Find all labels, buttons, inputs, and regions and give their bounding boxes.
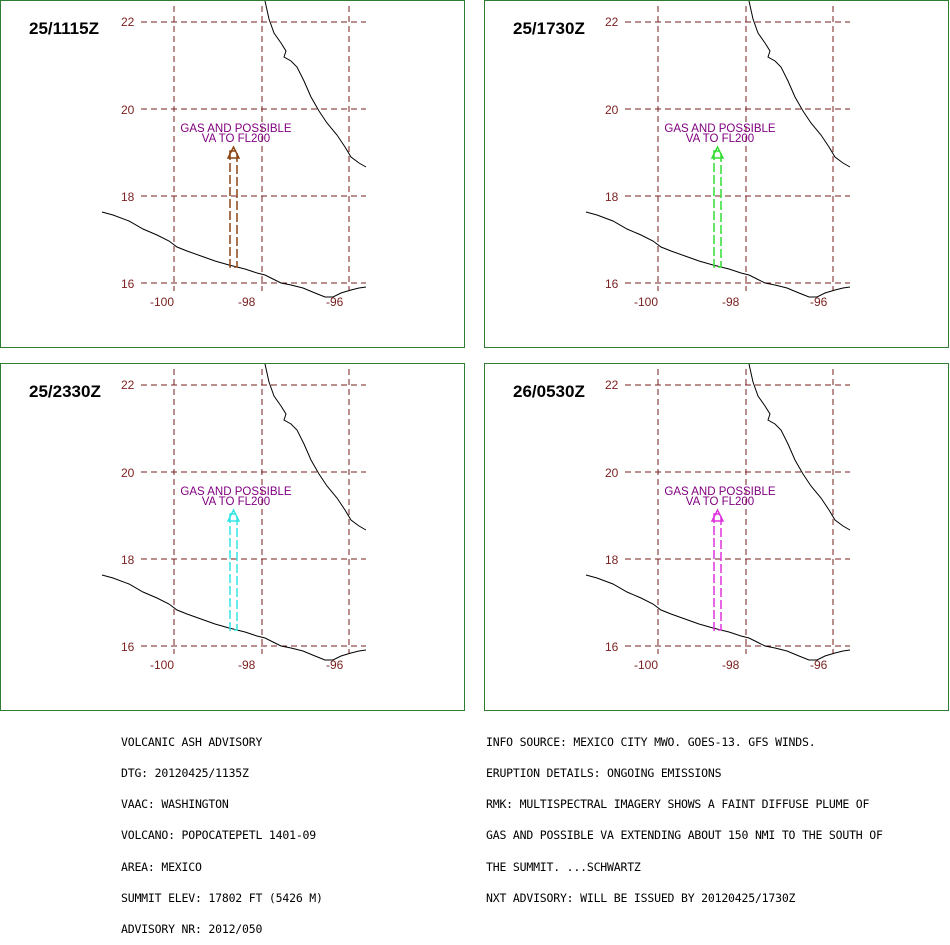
pacific-coastline	[585, 211, 851, 298]
volcano-triangle-icon	[710, 145, 725, 159]
latitude-tick-label: 18	[121, 190, 135, 204]
longitude-tick-label: -96	[326, 295, 344, 309]
pacific-coastline	[585, 574, 851, 661]
advisory-line: ADVISORY NR: 2012/050	[121, 922, 263, 937]
latitude-tick-label: 22	[121, 378, 135, 392]
gulf-coastline	[264, 1, 367, 168]
map-panel: 22 20 18 16 -100 -98 -96 GAS AND POSSIBLE VA TO …	[484, 0, 949, 348]
latitude-tick-label: 20	[121, 103, 135, 117]
latitude-tick-label: 22	[605, 15, 619, 29]
advisory-line: THE SUMMIT. ...SCHWARTZ	[486, 859, 641, 874]
longitude-tick-label: -100	[150, 295, 174, 309]
pacific-coastline	[101, 211, 367, 298]
gulf-coastline	[748, 1, 851, 168]
advisory-header-block: VOLCANIC ASH ADVISORY DTG: 20120425/1135…	[121, 716, 323, 945]
panel-time-label: 26/0530Z	[513, 382, 585, 401]
plume-annotation-line: GAS AND POSSIBLE	[180, 486, 292, 498]
plume-annotation-line: GAS AND POSSIBLE	[664, 486, 776, 498]
longitude-tick-label: -96	[810, 295, 828, 309]
ash-plume-outline	[229, 513, 238, 631]
longitude-tick-label: -100	[634, 658, 658, 672]
gulf-coastline	[264, 364, 367, 531]
volcano-triangle-icon	[710, 508, 725, 522]
plume-annotation-line: GAS AND POSSIBLE	[664, 123, 776, 135]
advisory-line: NXT ADVISORY: WILL BE ISSUED BY 20120425…	[486, 890, 796, 905]
longitude-tick-label: -100	[634, 295, 658, 309]
pacific-coastline	[101, 574, 367, 661]
plume-annotation-line: VA TO FL200	[202, 496, 270, 508]
latitude-tick-label: 20	[121, 466, 135, 480]
latitude-tick-label: 16	[605, 640, 619, 654]
latitude-tick-label: 18	[605, 553, 619, 567]
longitude-tick-label: -98	[722, 658, 740, 672]
panel-time-label: 25/2330Z	[29, 382, 101, 401]
longitude-tick-label: -96	[326, 658, 344, 672]
volcano-triangle-icon	[226, 508, 241, 522]
advisory-line: VOLCANO: POPOCATEPETL 1401-09	[121, 828, 316, 843]
latitude-tick-label: 18	[605, 190, 619, 204]
advisory-line: RMK: MULTISPECTRAL IMAGERY SHOWS A FAINT…	[486, 797, 870, 812]
advisory-line: SUMMIT ELEV: 17802 FT (5426 M)	[121, 890, 323, 905]
advisory-line: ERUPTION DETAILS: ONGOING EMISSIONS	[486, 766, 722, 781]
latitude-tick-label: 18	[121, 553, 135, 567]
plume-annotation-line: VA TO FL200	[202, 133, 270, 145]
advisory-details-block: INFO SOURCE: MEXICO CITY MWO. GOES-13. G…	[486, 716, 883, 914]
longitude-tick-label: -98	[722, 295, 740, 309]
advisory-line: VAAC: WASHINGTON	[121, 797, 229, 812]
latitude-tick-label: 20	[605, 103, 619, 117]
latitude-tick-label: 20	[605, 466, 619, 480]
gulf-coastline	[748, 364, 851, 531]
map-panel: 22 20 18 16 -100 -98 -96 GAS AND POSSIBLE VA TO …	[0, 363, 465, 711]
ash-plume-outline	[713, 513, 722, 631]
advisory-line: DTG: 20120425/1135Z	[121, 766, 249, 781]
plume-annotation-line: VA TO FL200	[686, 133, 754, 145]
panel-time-label: 25/1115Z	[29, 19, 99, 38]
ash-plume-outline	[713, 150, 722, 268]
plume-annotation-line: GAS AND POSSIBLE	[180, 123, 292, 135]
latitude-tick-label: 22	[605, 378, 619, 392]
advisory-line: VOLCANIC ASH ADVISORY	[121, 734, 263, 749]
advisory-line: GAS AND POSSIBLE VA EXTENDING ABOUT 150 …	[486, 828, 883, 843]
volcano-triangle-icon	[226, 145, 241, 159]
longitude-tick-label: -98	[238, 295, 256, 309]
ash-plume-outline	[229, 150, 238, 268]
map-panel: 22 20 18 16 -100 -98 -96 GAS AND POSSIBLE VA TO …	[484, 363, 949, 711]
longitude-tick-label: -100	[150, 658, 174, 672]
map-panel: 22 20 18 16 -100 -98 -96 GAS AND POSSIBLE VA TO …	[0, 0, 465, 348]
plume-annotation-line: VA TO FL200	[686, 496, 754, 508]
panel-time-label: 25/1730Z	[513, 19, 585, 38]
latitude-tick-label: 16	[121, 640, 135, 654]
latitude-tick-label: 16	[605, 277, 619, 291]
longitude-tick-label: -98	[238, 658, 256, 672]
latitude-tick-label: 16	[121, 277, 135, 291]
advisory-line: AREA: MEXICO	[121, 859, 202, 874]
latitude-tick-label: 22	[121, 15, 135, 29]
advisory-line: INFO SOURCE: MEXICO CITY MWO. GOES-13. G…	[486, 734, 816, 749]
longitude-tick-label: -96	[810, 658, 828, 672]
